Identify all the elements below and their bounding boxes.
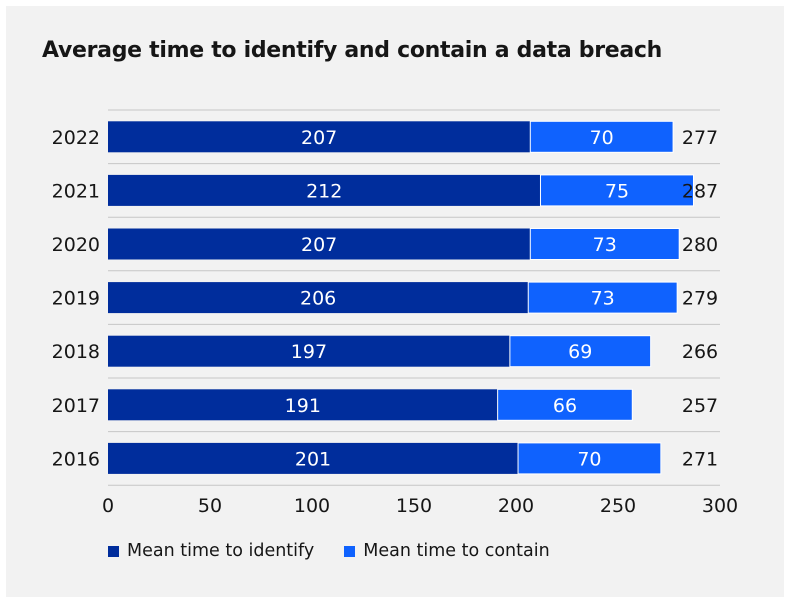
x-tick-label: 150 [396, 495, 432, 517]
data-label-identify: 212 [306, 180, 342, 202]
data-label-contain: 73 [591, 288, 615, 310]
category-label: 2020 [52, 234, 100, 256]
bar-contain [539, 174, 694, 207]
total-label: 279 [682, 288, 718, 310]
x-tick-label: 100 [294, 495, 330, 517]
bar-contain [529, 120, 674, 153]
total-label: 266 [682, 341, 718, 363]
bar-identify [108, 442, 519, 474]
bar-contain [497, 388, 633, 421]
category-label: 2018 [52, 341, 100, 363]
total-label: 287 [682, 180, 718, 202]
x-tick-label: 50 [198, 495, 222, 517]
x-tick-label: 250 [600, 495, 636, 517]
bar-identify [108, 389, 498, 421]
bar-identify [108, 282, 529, 314]
data-label-identify: 191 [285, 395, 321, 417]
data-label-identify: 206 [300, 288, 336, 310]
data-label-contain: 70 [577, 448, 601, 470]
legend-label-contain: Mean time to contain [363, 541, 550, 561]
data-label-contain: 69 [568, 341, 592, 363]
bar-contain [529, 228, 680, 260]
legend-label-identify: Mean time to identify [127, 541, 315, 561]
x-tick-label: 200 [498, 495, 534, 517]
bar-identify [108, 335, 510, 367]
category-label: 2021 [52, 180, 100, 202]
data-label-identify: 207 [301, 127, 337, 149]
bar-contain [517, 442, 662, 475]
legend: Mean time to identify Mean time to conta… [108, 541, 550, 561]
total-label: 257 [682, 395, 718, 417]
data-label-identify: 197 [291, 341, 327, 363]
data-label-contain: 70 [590, 127, 614, 149]
data-label-contain: 66 [553, 395, 577, 417]
x-tick-label: 300 [702, 495, 738, 517]
legend-swatch-identify [108, 545, 119, 557]
data-label-contain: 73 [593, 234, 617, 256]
x-tick-label: 0 [102, 495, 114, 517]
total-label: 280 [682, 234, 718, 256]
chart-title: Average time to identify and contain a d… [42, 38, 663, 63]
legend-swatch-contain [344, 545, 356, 557]
bar-contain [509, 335, 652, 368]
data-label-identify: 201 [295, 448, 331, 470]
data-label-contain: 75 [605, 180, 629, 202]
bar-identify [108, 228, 531, 260]
bar-identify [108, 121, 531, 153]
bar-identify [108, 174, 541, 206]
category-label: 2017 [52, 395, 100, 417]
total-label: 271 [682, 448, 718, 470]
total-label: 277 [682, 127, 718, 149]
category-label: 2016 [52, 448, 100, 470]
data-label-identify: 207 [301, 234, 337, 256]
category-label: 2022 [52, 127, 100, 149]
category-label: 2019 [52, 288, 100, 310]
bar-contain [527, 281, 678, 314]
